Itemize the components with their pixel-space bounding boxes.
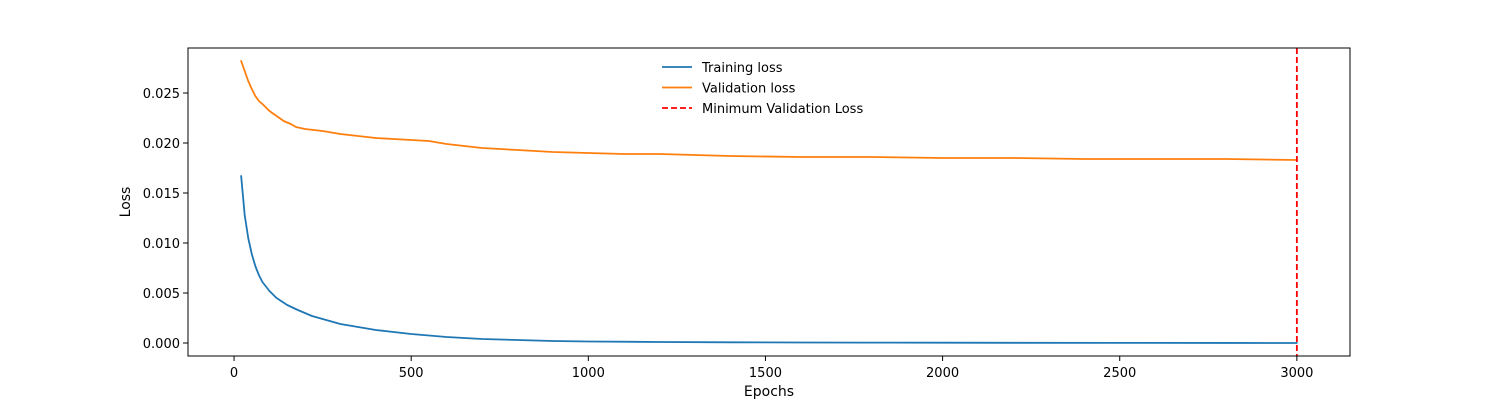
x-tick-label: 2500 <box>1103 366 1136 381</box>
x-tick-label: 0 <box>230 366 238 381</box>
y-tick-label: 0.015 <box>143 187 180 202</box>
y-tick-label: 0.020 <box>143 137 180 152</box>
x-tick-label: 1500 <box>749 366 782 381</box>
series-line-1 <box>240 60 1298 161</box>
x-axis: 0 500 1000 1500 2000 2500 3000 <box>230 356 1313 381</box>
y-axis: 0.000 0.005 0.010 0.015 0.020 0.025 <box>143 87 188 352</box>
x-axis-label: Epochs <box>744 384 794 400</box>
x-tick-label: 1000 <box>572 366 605 381</box>
x-tick-label: 500 <box>399 366 424 381</box>
series-line-0 <box>240 175 1298 344</box>
plot-lines <box>240 48 1298 356</box>
x-tick-label: 3000 <box>1280 366 1313 381</box>
x-tick-label: 2000 <box>926 366 959 381</box>
legend-label: Validation loss <box>702 82 796 97</box>
legend: Training loss Validation loss Minimum Vali… <box>662 61 863 117</box>
legend-label: Training loss <box>701 61 783 76</box>
y-axis-label: Loss <box>118 187 134 218</box>
y-tick-label: 0.000 <box>143 337 180 352</box>
plot-frame <box>187 47 1351 357</box>
y-tick-label: 0.005 <box>143 287 180 302</box>
legend-label: Minimum Validation Loss <box>702 102 863 117</box>
y-tick-label: 0.025 <box>143 87 180 102</box>
y-tick-label: 0.010 <box>143 237 180 252</box>
